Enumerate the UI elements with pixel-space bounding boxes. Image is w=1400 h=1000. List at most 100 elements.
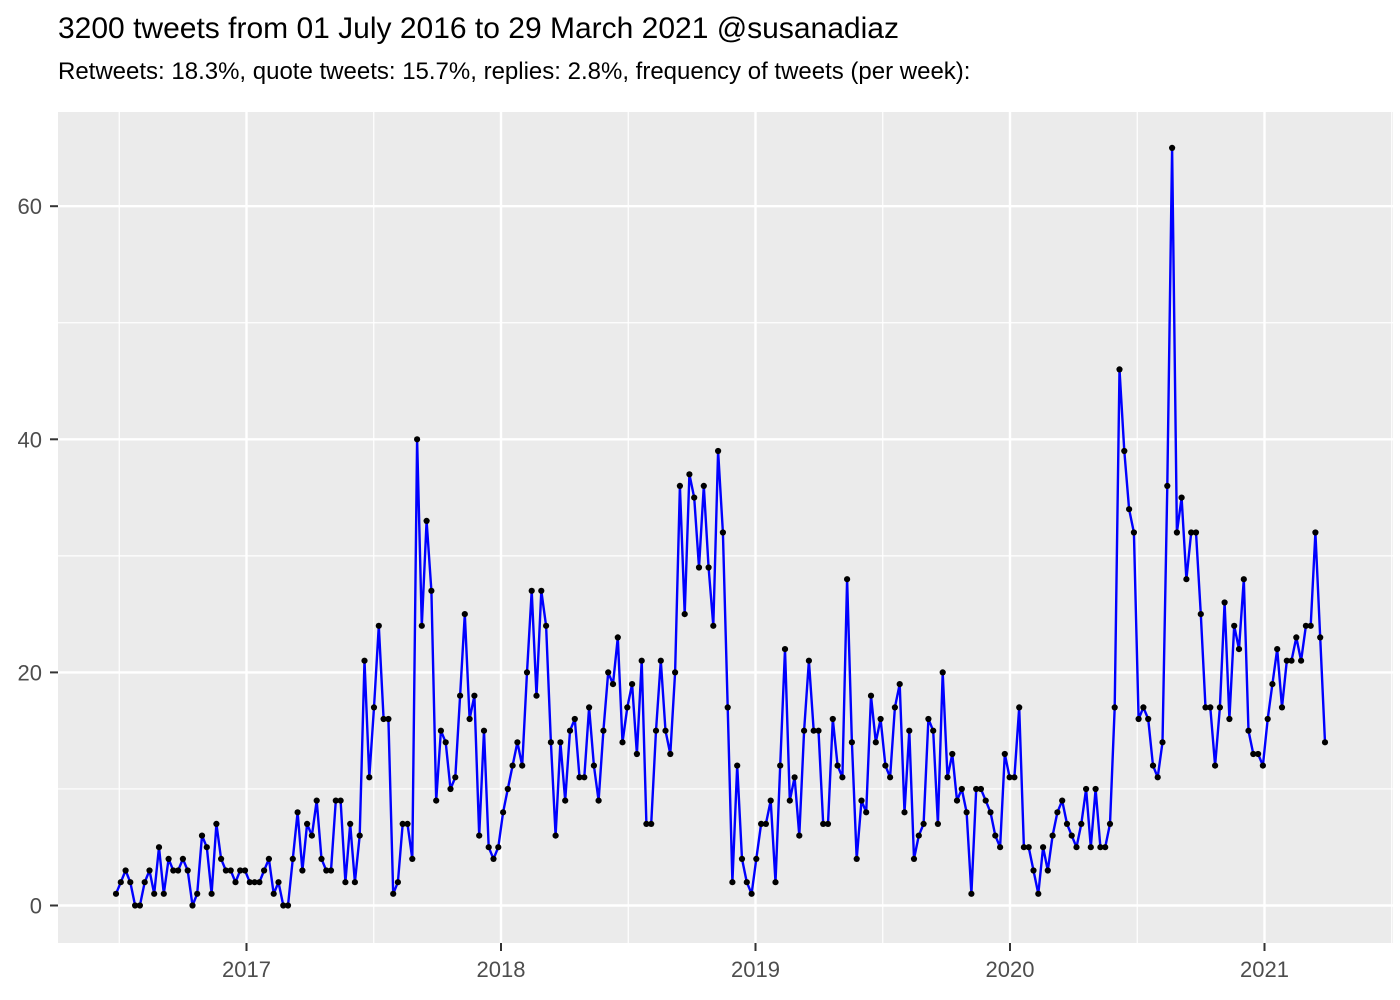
data-point <box>1235 646 1243 653</box>
data-point <box>351 879 358 886</box>
data-point <box>1240 576 1247 583</box>
data-point <box>686 471 693 478</box>
data-point <box>1231 622 1238 629</box>
data-point <box>915 832 922 839</box>
data-point <box>949 750 956 758</box>
data-point <box>748 890 755 897</box>
data-point <box>1025 844 1032 851</box>
data-point <box>399 820 406 828</box>
data-point <box>581 774 588 781</box>
data-point <box>155 844 163 851</box>
data-point <box>433 797 440 804</box>
data-point <box>1164 482 1171 489</box>
data-point <box>820 820 827 828</box>
data-point <box>643 820 650 828</box>
y-tick-label: 60 <box>18 194 42 219</box>
data-point <box>203 844 210 851</box>
data-point <box>447 785 454 793</box>
data-point <box>1317 634 1324 641</box>
data-point <box>423 517 430 525</box>
data-point <box>1044 867 1051 874</box>
data-point <box>633 750 641 758</box>
data-point <box>495 844 502 851</box>
data-point <box>241 867 249 874</box>
data-point <box>977 785 985 793</box>
data-point <box>1001 750 1008 758</box>
data-point <box>958 785 965 793</box>
data-point <box>1078 820 1085 828</box>
data-point <box>1245 727 1252 734</box>
data-point <box>796 832 803 839</box>
data-point <box>394 879 401 886</box>
data-point <box>112 890 120 897</box>
data-point <box>944 774 951 781</box>
data-point <box>762 820 770 828</box>
data-point <box>514 739 521 746</box>
data-point <box>815 727 822 734</box>
data-point <box>1202 704 1209 711</box>
data-point <box>385 715 392 723</box>
data-point <box>404 820 411 828</box>
data-point <box>801 727 808 734</box>
data-point <box>652 727 660 734</box>
data-point <box>227 867 234 874</box>
data-point <box>786 797 793 804</box>
data-point <box>691 494 698 501</box>
data-point <box>461 611 468 618</box>
data-point <box>184 867 191 874</box>
data-point <box>1269 681 1276 688</box>
data-point <box>1288 657 1295 664</box>
data-point <box>175 867 182 874</box>
data-point <box>337 797 344 804</box>
data-point <box>366 774 373 781</box>
data-point <box>1149 762 1157 769</box>
data-point <box>1106 820 1114 828</box>
data-point <box>160 890 167 897</box>
data-point <box>270 890 277 897</box>
data-point <box>251 879 258 886</box>
data-point <box>896 681 903 688</box>
data-point <box>829 715 836 723</box>
data-point <box>667 750 674 758</box>
data-point <box>356 832 363 839</box>
data-point <box>729 879 736 886</box>
data-point <box>863 809 870 816</box>
data-point <box>1006 774 1013 781</box>
data-point <box>1278 704 1286 711</box>
data-point <box>1126 506 1133 513</box>
chart-subtitle: Retweets: 18.3%, quote tweets: 15.7%, re… <box>58 58 971 85</box>
data-point <box>246 879 253 886</box>
data-point <box>695 564 703 571</box>
data-point <box>375 622 382 629</box>
data-point <box>672 669 679 676</box>
x-tick-label: 2020 <box>986 957 1035 982</box>
data-point <box>127 879 134 886</box>
data-point <box>777 762 784 769</box>
data-point <box>982 797 989 804</box>
data-point <box>1111 704 1118 711</box>
data-point <box>380 715 387 723</box>
data-point <box>213 820 220 828</box>
data-point <box>619 739 626 746</box>
data-point <box>925 715 932 723</box>
y-tick-label: 20 <box>18 660 42 685</box>
data-point <box>323 867 330 874</box>
data-point <box>117 879 124 886</box>
data-point <box>1298 657 1305 664</box>
data-point <box>342 879 349 886</box>
data-point <box>1092 785 1099 793</box>
data-point <box>318 855 325 863</box>
data-point <box>810 727 817 734</box>
data-point <box>1250 750 1257 758</box>
data-point <box>280 902 287 909</box>
data-point <box>930 727 937 734</box>
data-point <box>136 902 143 909</box>
data-point <box>132 902 139 909</box>
data-point <box>1059 797 1066 804</box>
data-point <box>543 622 550 629</box>
data-point <box>1264 715 1271 723</box>
data-point <box>676 482 684 489</box>
data-point <box>562 797 569 804</box>
data-point <box>428 587 435 594</box>
data-point <box>151 890 158 897</box>
